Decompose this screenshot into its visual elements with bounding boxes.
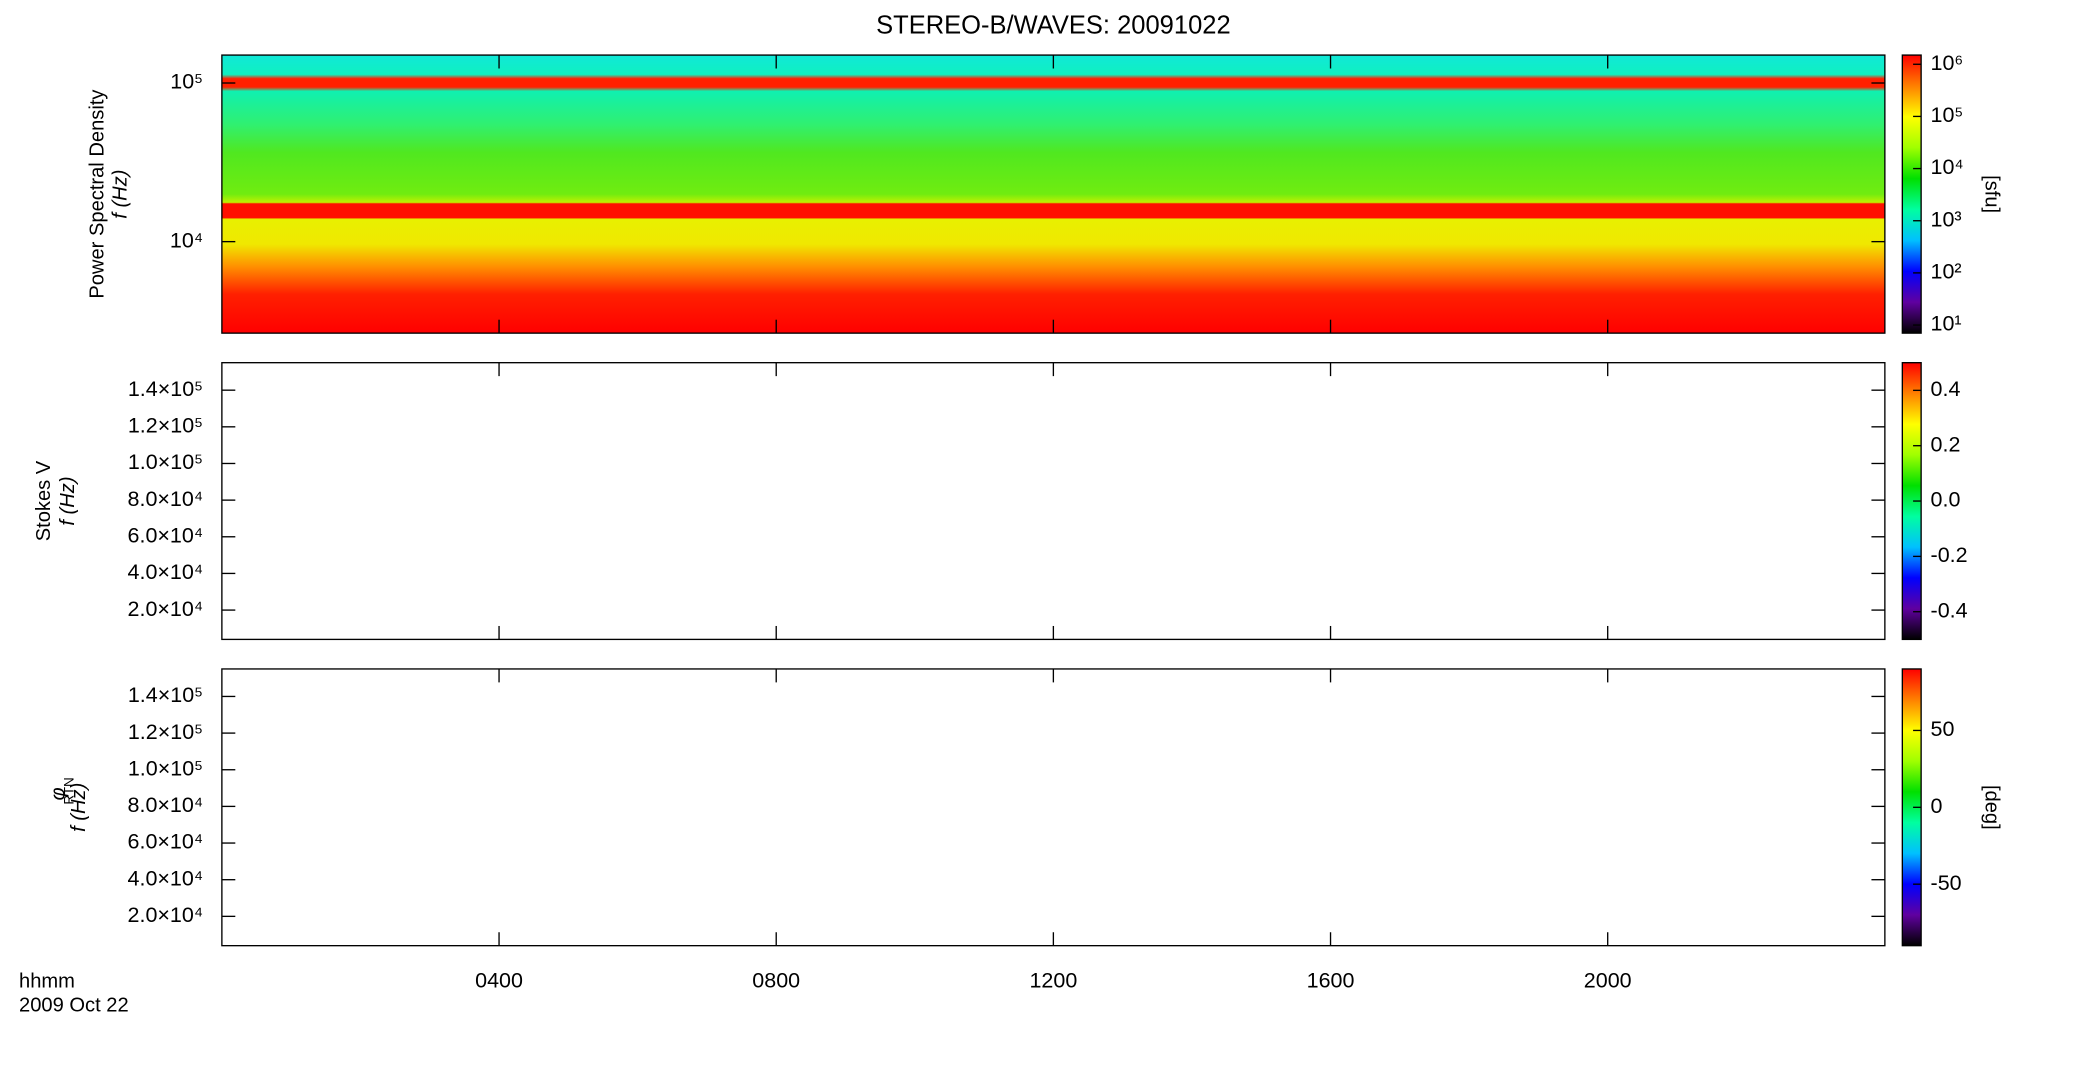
y-tick-label: 2.0×10⁴	[128, 597, 204, 621]
colorbar-label: [deg]	[1981, 785, 2003, 830]
y-axis-label: φ	[48, 787, 70, 800]
y-tick-label: 2.0×10⁴	[128, 903, 204, 927]
y-tick-label: 8.0×10⁴	[128, 793, 204, 817]
colorbar-tick-label: 0.4	[1931, 377, 1961, 401]
x-axis-label: hhmm	[19, 970, 75, 992]
x-tick-label: 1200	[1029, 969, 1077, 993]
y-tick-label: 6.0×10⁴	[128, 523, 204, 547]
y-axis-unit: f (Hz)	[57, 476, 79, 525]
y-tick-label: 1.0×10⁵	[128, 756, 203, 780]
y-tick-label: 1.2×10⁵	[128, 413, 203, 437]
colorbar-tick-label: 0.2	[1931, 432, 1961, 456]
colorbar-tick-label: 10³	[1931, 207, 1962, 231]
colorbar-tick-label: 10¹	[1931, 312, 1962, 336]
x-tick-label: 1600	[1307, 969, 1355, 993]
colorbar-label: [sfu]	[1981, 175, 2003, 213]
colorbar-tick-label: -0.4	[1931, 598, 1968, 622]
y-tick-label: 1.0×10⁵	[128, 450, 203, 474]
colorbar	[1901, 54, 1922, 334]
y-tick-label: 1.4×10⁵	[128, 377, 203, 401]
x-tick-label: 0800	[752, 969, 800, 993]
colorbar-tick-label: 10⁵	[1931, 103, 1964, 127]
y-tick-label: 10⁵	[170, 70, 203, 94]
y-tick-label: 8.0×10⁴	[128, 487, 204, 511]
plot-frame	[221, 668, 1886, 947]
x-axis-date: 2009 Oct 22	[19, 994, 129, 1016]
colorbar-tick-label: 0.0	[1931, 488, 1961, 512]
y-tick-label: 6.0×10⁴	[128, 830, 204, 854]
colorbar-tick-label: 10²	[1931, 260, 1962, 284]
colorbar-tick-label: -50	[1931, 871, 1962, 895]
y-tick-label: 10⁴	[170, 228, 203, 252]
y-tick-label: 4.0×10⁴	[128, 866, 204, 890]
plot-frame	[221, 362, 1886, 641]
colorbar-tick-label: -0.2	[1931, 543, 1968, 567]
colorbar-tick-label: 50	[1931, 717, 1955, 741]
y-axis-unit: f (Hz)	[68, 783, 90, 832]
colorbar-tick-label: 10⁶	[1931, 51, 1964, 75]
y-tick-label: 1.2×10⁵	[128, 720, 203, 744]
y-axis-label: Power Spectral Density	[87, 89, 109, 299]
y-axis-label: Stokes V	[33, 460, 55, 541]
x-tick-label: 0400	[475, 969, 523, 993]
x-tick-label: 2000	[1584, 969, 1632, 993]
chart-title: STEREO-B/WAVES: 20091022	[876, 12, 1231, 40]
y-axis-unit: f (Hz)	[109, 170, 131, 219]
colorbar-tick-label: 10⁴	[1931, 155, 1964, 179]
y-axis-label-subscript: RTN	[62, 777, 77, 804]
spectrogram-image	[221, 55, 1885, 334]
y-tick-label: 4.0×10⁴	[128, 560, 204, 584]
colorbar-tick-label: 0	[1931, 794, 1943, 818]
y-tick-label: 1.4×10⁵	[128, 683, 203, 707]
